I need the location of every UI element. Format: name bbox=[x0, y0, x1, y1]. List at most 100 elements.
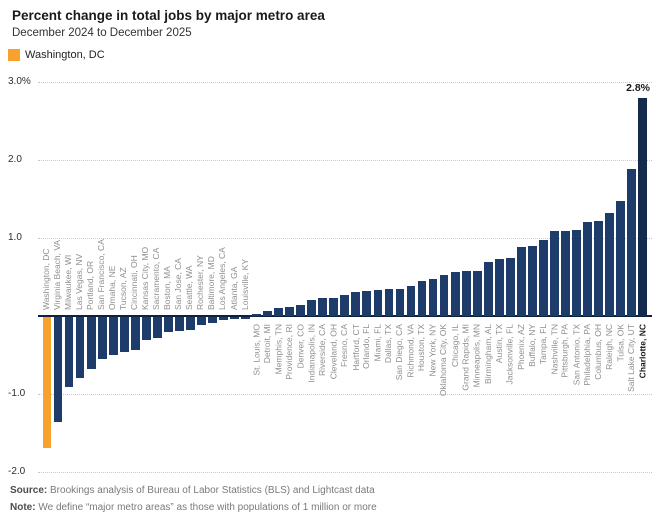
category-label: Orlando, FL bbox=[361, 324, 372, 369]
bar-virginia-beach-va bbox=[53, 317, 63, 423]
y-axis-tick-label: -2.0 bbox=[8, 466, 26, 477]
bar-san-jose-ca bbox=[174, 317, 184, 332]
category-label: Atlanta, GA bbox=[228, 266, 239, 310]
bar-las-vegas-nv bbox=[75, 317, 85, 378]
category-label: Cleveland, OH bbox=[328, 324, 339, 380]
bar-charlotte-nc bbox=[638, 97, 648, 316]
category-label: Cincinnati, OH bbox=[129, 255, 140, 310]
category-label: Kansas City, MO bbox=[140, 246, 151, 310]
bar-riverside-ca bbox=[318, 298, 328, 316]
chart-title: Percent change in total jobs by major me… bbox=[12, 8, 325, 23]
category-label: Philadelphia, PA bbox=[581, 324, 592, 386]
category-label: Charlotte, NC bbox=[637, 324, 648, 379]
category-label: Grand Rapids, MI bbox=[460, 324, 471, 391]
bar-hartford-ct bbox=[351, 291, 361, 316]
bar-orlando-fl bbox=[362, 291, 372, 316]
category-label: Birmingham, AL bbox=[482, 324, 493, 384]
bar-los-angeles-ca bbox=[219, 317, 228, 321]
y-axis-tick-label: 1.0 bbox=[8, 232, 22, 243]
y-axis-tick-label: -1.0 bbox=[8, 388, 26, 399]
category-label: Austin, TX bbox=[493, 324, 504, 364]
bar-buffalo-ny bbox=[527, 245, 537, 316]
bar-salt-lake-city-ut bbox=[627, 168, 636, 316]
bar-tampa-fl bbox=[538, 239, 548, 316]
y-axis-tick-label: 2.0 bbox=[8, 154, 22, 165]
category-label: Sacramento, CA bbox=[151, 247, 162, 310]
category-label: Pittsburgh, PA bbox=[559, 324, 570, 378]
bar-richmond-va bbox=[406, 285, 416, 316]
bar-tucson-az bbox=[119, 317, 129, 353]
category-label: Oklahoma City, OK bbox=[438, 324, 449, 397]
bar-minneapolis-mn bbox=[472, 270, 482, 316]
category-label: Washington, DC bbox=[41, 248, 51, 310]
category-label: Los Angeles, CA bbox=[217, 247, 228, 310]
bar-rochester-ny bbox=[197, 317, 206, 325]
category-label: Buffalo, NY bbox=[526, 324, 537, 367]
bar-birmingham-al bbox=[483, 262, 493, 316]
bar-austin-tx bbox=[494, 259, 504, 316]
bar-milwaukee-wi bbox=[64, 317, 74, 388]
bar-chicago-il bbox=[450, 272, 460, 316]
value-annotation: 2.8% bbox=[626, 81, 650, 94]
category-label: Raleigh, NC bbox=[604, 324, 615, 370]
gridline bbox=[38, 238, 652, 239]
source-label: Source: bbox=[10, 485, 48, 496]
note-text: We define “major metro areas” as those w… bbox=[35, 502, 377, 513]
bar-detroit-mi bbox=[263, 310, 272, 316]
category-label: Omaha, NE bbox=[107, 265, 118, 310]
category-label: Tucson, AZ bbox=[118, 267, 129, 310]
legend: Washington, DC bbox=[8, 49, 105, 61]
chart-subtitle: December 2024 to December 2025 bbox=[12, 27, 192, 39]
bar-san-antonio-tx bbox=[572, 230, 581, 316]
bar-st-louis-mo bbox=[252, 314, 261, 316]
y-axis-tick-label: 3.0% bbox=[8, 76, 31, 87]
gridline bbox=[38, 394, 652, 395]
gridline bbox=[38, 160, 652, 161]
category-label: Riverside, CA bbox=[317, 324, 328, 376]
bar-houston-tx bbox=[417, 280, 427, 316]
category-label: Miami, FL bbox=[372, 324, 383, 362]
category-label: San Diego, CA bbox=[394, 324, 405, 381]
category-label: Salt Lake City, UT bbox=[626, 324, 637, 392]
bar-pittsburgh-pa bbox=[561, 230, 570, 316]
category-label: Denver, CO bbox=[295, 324, 306, 369]
bar-washington-dc bbox=[42, 317, 52, 449]
bar-san-francisco-ca bbox=[97, 317, 107, 360]
bar-providence-ri bbox=[285, 307, 295, 316]
footnote: Source: Brookings analysis of Bureau of … bbox=[10, 482, 377, 516]
category-label: Portland, OR bbox=[85, 260, 96, 310]
category-label: Milwaukee, WI bbox=[63, 254, 74, 310]
category-label: San Antonio, TX bbox=[570, 324, 581, 386]
bar-new-york-ny bbox=[428, 278, 438, 316]
bar-louisville-ky bbox=[241, 317, 250, 319]
category-label: Columbus, OH bbox=[593, 324, 603, 380]
bar-oklahoma-city-ok bbox=[439, 275, 449, 316]
bar-sacramento-ca bbox=[152, 317, 162, 339]
bar-columbus-oh bbox=[594, 220, 603, 316]
category-label: Minneapolis, MN bbox=[471, 324, 482, 388]
source-text: Brookings analysis of Bureau of Labor St… bbox=[47, 485, 375, 496]
bar-kansas-city-mo bbox=[141, 317, 151, 340]
note-label: Note: bbox=[10, 502, 36, 513]
category-label: Nashville, TN bbox=[548, 324, 559, 375]
bar-memphis-tn bbox=[274, 308, 284, 316]
bar-phoenix-az bbox=[516, 246, 526, 316]
category-label: Rochester, NY bbox=[195, 255, 206, 310]
category-label: San Jose, CA bbox=[173, 258, 184, 310]
bar-san-diego-ca bbox=[395, 288, 405, 316]
bar-seattle-wa bbox=[185, 317, 195, 331]
category-label: Tampa, FL bbox=[537, 324, 548, 365]
category-label: Jacksonville, FL bbox=[504, 324, 515, 385]
bar-raleigh-nc bbox=[605, 213, 614, 316]
category-label: Chicago, IL bbox=[449, 324, 460, 367]
category-label: Baltimore, MD bbox=[206, 256, 217, 310]
category-label: New York, NY bbox=[427, 324, 438, 377]
category-label: Providence, RI bbox=[284, 324, 295, 380]
gridline bbox=[38, 82, 652, 83]
legend-label: Washington, DC bbox=[25, 49, 105, 61]
category-label: Fresno, CA bbox=[339, 324, 350, 367]
category-label: San Francisco, CA bbox=[96, 239, 107, 310]
category-label: Detroit, MI bbox=[262, 324, 273, 364]
category-label: Tulsa, OK bbox=[615, 324, 626, 362]
